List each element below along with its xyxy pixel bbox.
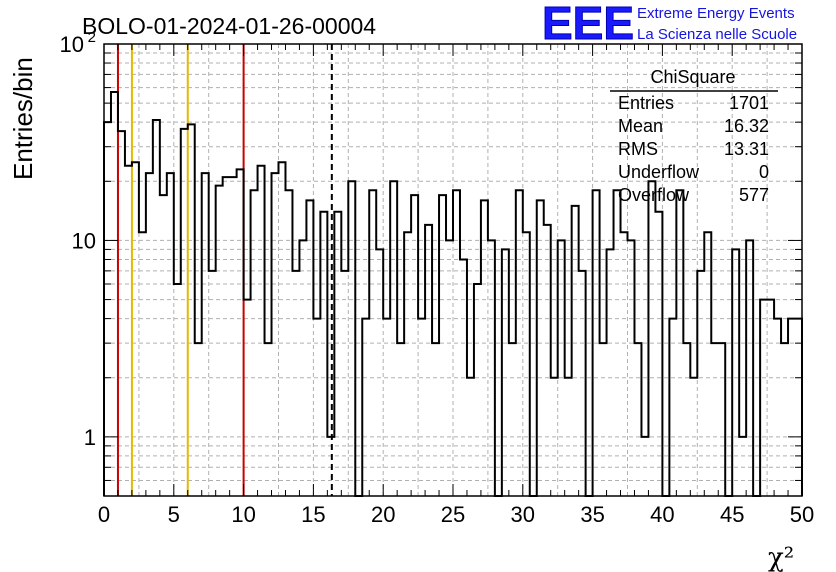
x-tick-label: 35 [580, 502, 604, 527]
y-tick-label: 10 [60, 32, 84, 57]
y-tick-label: 1 [84, 425, 96, 450]
stats-value: 0 [759, 162, 769, 182]
stats-label: RMS [618, 139, 658, 159]
x-tick-label: 40 [650, 502, 674, 527]
stats-title: ChiSquare [650, 67, 735, 87]
y-tick-exponent: 2 [88, 29, 96, 46]
stats-label: Entries [618, 93, 674, 113]
stats-label: Overflow [618, 185, 690, 205]
stats-value: 13.31 [724, 139, 769, 159]
eee-logo-line1: Extreme Energy Events [637, 5, 795, 22]
histogram-line [103, 90, 803, 497]
eee-logo: EEE Extreme Energy Events La Scienza nel… [542, 0, 798, 50]
chart-title: BOLO-01-2024-01-26-00004 [82, 13, 376, 39]
x-tick-label: 45 [720, 502, 744, 527]
x-tick-label: 20 [371, 502, 395, 527]
stats-value: 577 [739, 185, 769, 205]
eee-logo-line2: La Scienza nelle Scuole [637, 26, 797, 43]
eee-logo-mark: EEE [542, 0, 634, 49]
stats-box: ChiSquare Entries 1701 Mean 16.32 RMS 13.31 Un… [610, 67, 778, 205]
x-tick-label: 30 [511, 502, 535, 527]
x-tick-label: 50 [790, 502, 814, 527]
stats-value: 16.32 [724, 116, 769, 136]
x-tick-label: 10 [231, 502, 255, 527]
y-axis-label: Entries/bin [8, 57, 38, 180]
axes [103, 43, 803, 497]
stats-value: 1701 [729, 93, 769, 113]
x-tick-label: 5 [168, 502, 180, 527]
stats-label: Underflow [618, 162, 700, 182]
stats-label: Mean [618, 116, 663, 136]
y-tick-label: 10 [72, 228, 96, 253]
x-axis-label: χ² [768, 543, 794, 572]
x-tick-label: 25 [441, 502, 465, 527]
x-tick-label: 0 [98, 502, 110, 527]
x-tick-label: 15 [301, 502, 325, 527]
